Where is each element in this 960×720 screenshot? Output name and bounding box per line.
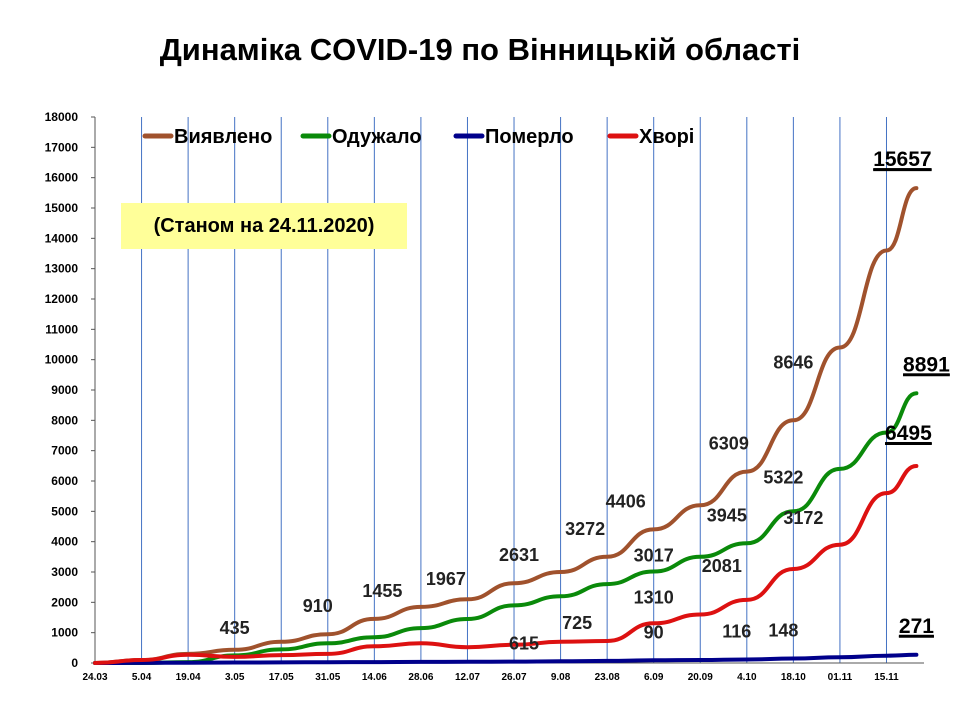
x-tick-label: 01.11 (828, 672, 853, 683)
x-tick-label: 9.08 (551, 672, 571, 683)
x-tick-label: 15.11 (874, 672, 899, 683)
data-label: 615 (509, 633, 539, 653)
y-tick-label: 14000 (45, 231, 79, 245)
data-label: 1967 (426, 569, 466, 589)
x-tick-label: 18.10 (781, 672, 806, 683)
y-tick-label: 4000 (51, 535, 78, 549)
legend-entry: Виявлено (174, 126, 272, 148)
x-tick-label: 24.03 (82, 672, 107, 683)
data-label: 148 (768, 621, 798, 641)
y-tick-label: 3000 (51, 565, 78, 579)
x-tick-label: 23.08 (595, 672, 620, 683)
data-label: 90 (644, 622, 664, 642)
data-label: 1455 (362, 581, 402, 601)
data-label: 435 (220, 618, 250, 638)
series-lines (93, 186, 919, 665)
legend-entry: Хворі (639, 126, 694, 148)
x-tick-label: 31.05 (315, 672, 340, 683)
x-tick-label: 17.05 (269, 672, 294, 683)
x-tick-label: 4.10 (737, 672, 757, 683)
y-tick-label: 0 (71, 656, 78, 670)
x-tick-label: 28.06 (408, 672, 433, 683)
data-label: 1310 (634, 587, 674, 607)
y-tick-label: 6000 (51, 474, 78, 488)
data-label: 2081 (702, 556, 742, 576)
legend-entry: Померло (485, 126, 574, 148)
y-tick-label: 9000 (51, 383, 78, 397)
x-tick-label: 12.07 (455, 672, 480, 683)
axes (91, 116, 924, 664)
data-label: 3017 (634, 545, 674, 565)
data-label: 5322 (763, 467, 803, 487)
y-tick-label: 2000 (51, 595, 78, 609)
final-value-label: 6495 (885, 422, 932, 445)
y-tick-label: 8000 (51, 413, 78, 427)
data-label: 2631 (499, 545, 539, 565)
page-title: Динаміка COVID-19 по Вінницькій області (159, 32, 801, 67)
data-label: 116 (722, 621, 751, 641)
y-tick-label: 10000 (45, 353, 79, 367)
x-tick-label: 26.07 (502, 672, 527, 683)
x-tick-label: 6.09 (644, 672, 664, 683)
data-label: 3172 (783, 508, 823, 528)
data-label: 910 (303, 596, 333, 616)
y-tick-label: 13000 (45, 262, 79, 276)
x-tick-label: 20.09 (688, 672, 713, 683)
x-tick-label: 14.06 (362, 672, 387, 683)
y-tick-label: 12000 (45, 292, 79, 306)
x-tick-labels: 24.03 5.04 19.04 3.05 17.05 31.05 14.06 28.06 12… (82, 672, 899, 683)
legend: Виявлено Одужало Померло Хворі (142, 126, 694, 148)
y-tick-label: 16000 (45, 171, 79, 185)
x-tick-label: 3.05 (225, 672, 245, 683)
legend-entry: Одужало (332, 126, 422, 148)
y-tick-label: 17000 (45, 140, 79, 154)
data-label: 6309 (709, 434, 749, 454)
data-label: 3272 (565, 519, 605, 539)
final-value-label: 15657 (873, 148, 931, 171)
x-tick-label: 5.04 (132, 672, 152, 683)
data-label: 3945 (707, 505, 747, 525)
series-line-1 (93, 186, 919, 665)
y-tick-label: 15000 (45, 201, 79, 215)
y-tick-label: 5000 (51, 504, 78, 518)
data-label: 8646 (773, 352, 813, 372)
data-label: 4406 (606, 491, 646, 511)
y-tick-label: 7000 (51, 444, 78, 458)
final-value-label: 271 (899, 615, 934, 638)
x-tick-label: 19.04 (176, 672, 201, 683)
y-tick-labels: 0 1000 2000 3000 4000 5000 6000 7000 8000 9000 100… (45, 110, 79, 670)
as-of-note: (Станом на 24.11.2020) (121, 203, 407, 249)
final-value-label: 8891 (903, 353, 950, 376)
y-tick-label: 18000 (45, 110, 79, 124)
series-line-4 (93, 464, 919, 665)
y-tick-label: 11000 (45, 322, 78, 336)
y-tick-label: 1000 (51, 626, 78, 640)
data-label: 725 (562, 613, 592, 633)
series-line-3 (93, 652, 919, 665)
